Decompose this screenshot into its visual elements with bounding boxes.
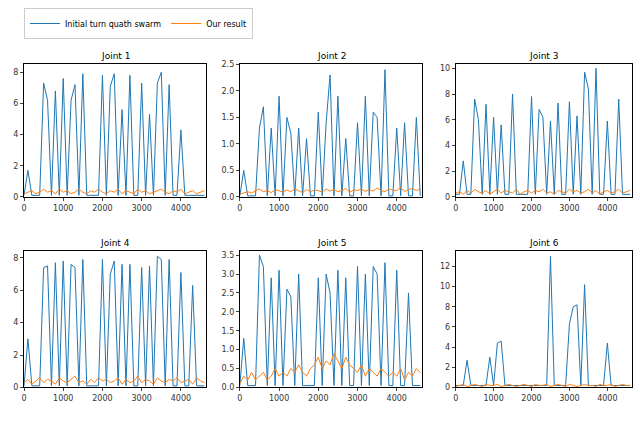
svg-text:3000: 3000 xyxy=(347,394,367,403)
svg-text:1000: 1000 xyxy=(483,204,503,213)
svg-text:0: 0 xyxy=(445,193,450,202)
svg-text:0: 0 xyxy=(21,394,26,403)
svg-text:0: 0 xyxy=(453,204,458,213)
svg-text:2: 2 xyxy=(445,167,450,176)
svg-text:10: 10 xyxy=(440,64,450,73)
svg-text:Joint 1: Joint 1 xyxy=(101,51,130,61)
svg-text:0: 0 xyxy=(13,383,18,392)
svg-text:Joint 3: Joint 3 xyxy=(529,51,558,61)
svg-text:4000: 4000 xyxy=(387,394,407,403)
svg-text:0: 0 xyxy=(453,394,458,403)
svg-text:0.0: 0.0 xyxy=(222,383,235,392)
svg-text:3000: 3000 xyxy=(132,394,152,403)
svg-text:2000: 2000 xyxy=(308,204,328,213)
svg-text:3000: 3000 xyxy=(132,204,152,213)
svg-text:8: 8 xyxy=(13,254,18,263)
svg-text:1000: 1000 xyxy=(53,394,73,403)
svg-text:4: 4 xyxy=(445,343,450,352)
svg-text:2.0: 2.0 xyxy=(222,87,235,96)
svg-text:4000: 4000 xyxy=(387,204,407,213)
svg-text:0.5: 0.5 xyxy=(222,364,235,373)
svg-text:4000: 4000 xyxy=(597,394,617,403)
svg-text:1000: 1000 xyxy=(269,394,289,403)
svg-text:2000: 2000 xyxy=(92,204,112,213)
svg-text:Our result: Our result xyxy=(206,20,246,29)
svg-text:8: 8 xyxy=(13,68,18,77)
svg-text:Joint 4: Joint 4 xyxy=(100,238,130,248)
svg-text:10: 10 xyxy=(440,282,450,291)
svg-text:6: 6 xyxy=(445,116,450,125)
svg-text:4: 4 xyxy=(13,318,18,327)
svg-text:4000: 4000 xyxy=(171,394,191,403)
svg-text:Joint 6: Joint 6 xyxy=(529,238,559,248)
svg-text:1.5: 1.5 xyxy=(222,327,235,336)
svg-text:0.0: 0.0 xyxy=(222,193,235,202)
svg-text:3000: 3000 xyxy=(347,204,367,213)
svg-text:2000: 2000 xyxy=(308,394,328,403)
svg-text:1.0: 1.0 xyxy=(222,140,235,149)
svg-text:4000: 4000 xyxy=(171,204,191,213)
svg-text:4000: 4000 xyxy=(597,204,617,213)
svg-text:3000: 3000 xyxy=(559,204,579,213)
svg-text:4: 4 xyxy=(13,130,18,139)
svg-text:1.0: 1.0 xyxy=(222,345,235,354)
svg-text:1000: 1000 xyxy=(483,394,503,403)
svg-text:3.0: 3.0 xyxy=(222,270,235,279)
svg-text:3000: 3000 xyxy=(559,394,579,403)
svg-text:0: 0 xyxy=(13,193,18,202)
svg-text:2: 2 xyxy=(13,162,18,171)
svg-text:2000: 2000 xyxy=(521,394,541,403)
svg-text:0: 0 xyxy=(237,204,242,213)
svg-text:8: 8 xyxy=(445,90,450,99)
svg-text:Initial turn quath swarm: Initial turn quath swarm xyxy=(65,20,161,29)
svg-text:2: 2 xyxy=(13,351,18,360)
svg-text:2000: 2000 xyxy=(92,394,112,403)
svg-text:0: 0 xyxy=(237,394,242,403)
svg-text:6: 6 xyxy=(13,99,18,108)
svg-text:6: 6 xyxy=(445,323,450,332)
svg-text:0.5: 0.5 xyxy=(222,166,235,175)
svg-text:2.5: 2.5 xyxy=(222,60,235,69)
svg-text:8: 8 xyxy=(445,303,450,312)
svg-text:Joint 2: Joint 2 xyxy=(317,51,346,61)
svg-text:0: 0 xyxy=(21,204,26,213)
svg-text:2000: 2000 xyxy=(521,204,541,213)
svg-text:Joint 5: Joint 5 xyxy=(317,238,346,248)
svg-text:2.5: 2.5 xyxy=(222,289,235,298)
svg-text:1000: 1000 xyxy=(53,204,73,213)
svg-text:6: 6 xyxy=(13,286,18,295)
svg-text:0: 0 xyxy=(445,383,450,392)
svg-text:2: 2 xyxy=(445,363,450,372)
svg-text:2.0: 2.0 xyxy=(222,308,235,317)
svg-text:1.5: 1.5 xyxy=(222,113,235,122)
svg-text:3.5: 3.5 xyxy=(222,251,235,260)
svg-text:12: 12 xyxy=(440,262,450,271)
svg-text:1000: 1000 xyxy=(269,204,289,213)
svg-text:4: 4 xyxy=(445,141,450,150)
